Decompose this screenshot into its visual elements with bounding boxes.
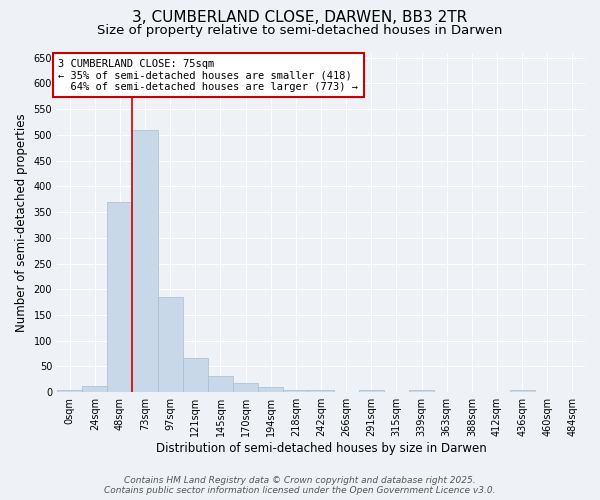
Bar — [359, 390, 384, 392]
Bar — [208, 376, 233, 392]
Bar — [133, 130, 158, 392]
Bar — [107, 202, 133, 392]
Bar — [283, 390, 308, 392]
Bar — [158, 297, 183, 392]
Bar — [82, 386, 107, 392]
Bar — [57, 390, 82, 392]
Bar — [183, 358, 208, 392]
Bar — [233, 384, 258, 392]
Text: 3, CUMBERLAND CLOSE, DARWEN, BB3 2TR: 3, CUMBERLAND CLOSE, DARWEN, BB3 2TR — [133, 10, 467, 25]
Text: Contains HM Land Registry data © Crown copyright and database right 2025.
Contai: Contains HM Land Registry data © Crown c… — [104, 476, 496, 495]
X-axis label: Distribution of semi-detached houses by size in Darwen: Distribution of semi-detached houses by … — [155, 442, 487, 455]
Bar — [258, 387, 283, 392]
Bar — [409, 390, 434, 392]
Text: Size of property relative to semi-detached houses in Darwen: Size of property relative to semi-detach… — [97, 24, 503, 37]
Text: 3 CUMBERLAND CLOSE: 75sqm
← 35% of semi-detached houses are smaller (418)
  64% : 3 CUMBERLAND CLOSE: 75sqm ← 35% of semi-… — [58, 58, 358, 92]
Y-axis label: Number of semi-detached properties: Number of semi-detached properties — [15, 113, 28, 332]
Bar — [509, 390, 535, 392]
Bar — [308, 390, 334, 392]
